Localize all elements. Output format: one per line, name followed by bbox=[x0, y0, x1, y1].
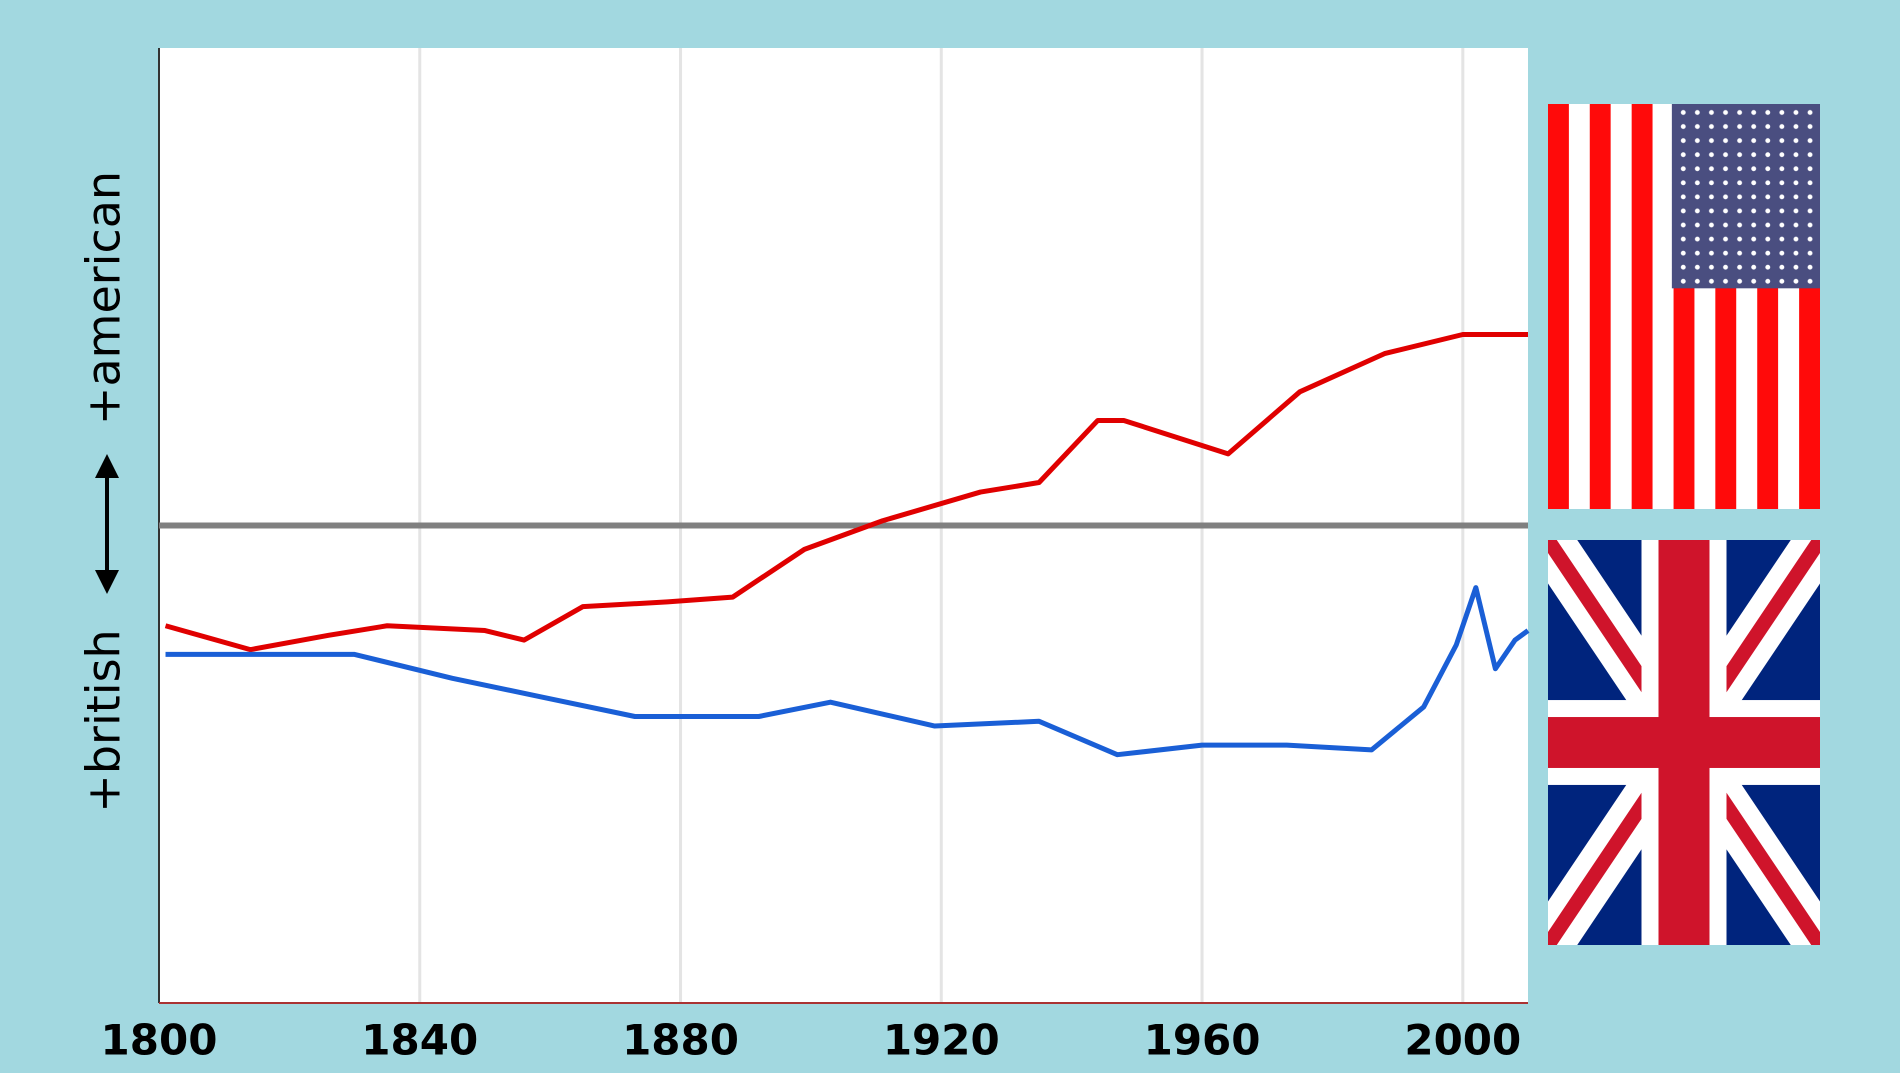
data-line bbox=[164, 332, 1528, 653]
us-flag bbox=[1548, 104, 1820, 509]
x-tick-label: 1920 bbox=[883, 1016, 1000, 1065]
y-label-arrow bbox=[95, 454, 119, 594]
data-line bbox=[165, 585, 1530, 758]
uk-flag bbox=[1548, 540, 1820, 945]
x-tick-label: 1800 bbox=[101, 1016, 218, 1065]
y-label-american: +american bbox=[77, 171, 131, 425]
x-tick-label: 1880 bbox=[622, 1016, 739, 1065]
x-tick-label: 1840 bbox=[361, 1016, 478, 1065]
y-label-british: +british bbox=[77, 629, 131, 812]
x-tick-label: 1960 bbox=[1144, 1016, 1261, 1065]
x-tick-label: 2000 bbox=[1404, 1016, 1521, 1065]
